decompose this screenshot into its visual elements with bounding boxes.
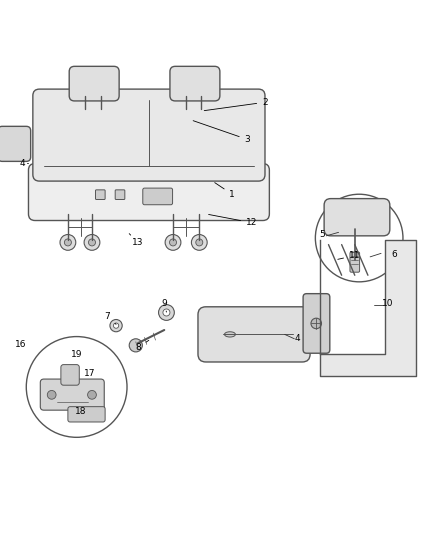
Circle shape — [64, 239, 71, 246]
Text: 7: 7 — [104, 312, 116, 324]
FancyBboxPatch shape — [170, 66, 220, 101]
Circle shape — [163, 309, 170, 316]
Circle shape — [88, 391, 96, 399]
Circle shape — [60, 235, 76, 251]
Text: 13: 13 — [129, 233, 144, 247]
Circle shape — [165, 235, 181, 251]
Text: 2: 2 — [204, 98, 268, 111]
Circle shape — [88, 239, 95, 246]
Circle shape — [191, 235, 207, 251]
Circle shape — [129, 339, 142, 352]
Text: 5: 5 — [319, 230, 325, 239]
Circle shape — [159, 304, 174, 320]
FancyBboxPatch shape — [115, 190, 125, 199]
Text: 4: 4 — [295, 334, 300, 343]
Text: 6: 6 — [391, 250, 397, 259]
Text: 3: 3 — [193, 120, 251, 144]
FancyBboxPatch shape — [0, 126, 31, 161]
Circle shape — [110, 319, 122, 332]
FancyBboxPatch shape — [350, 252, 360, 272]
Text: 16: 16 — [15, 340, 27, 349]
Text: 12: 12 — [208, 214, 258, 227]
Circle shape — [170, 239, 177, 246]
FancyBboxPatch shape — [40, 379, 104, 410]
Circle shape — [196, 239, 203, 246]
Text: 1: 1 — [215, 183, 235, 199]
FancyBboxPatch shape — [61, 365, 79, 385]
Circle shape — [26, 336, 127, 437]
FancyBboxPatch shape — [303, 294, 330, 353]
Text: 17: 17 — [84, 369, 95, 378]
FancyBboxPatch shape — [95, 190, 105, 199]
Text: 9: 9 — [161, 299, 167, 312]
Text: 8: 8 — [135, 340, 149, 352]
Circle shape — [47, 391, 56, 399]
Text: 11: 11 — [338, 251, 360, 260]
Text: 19: 19 — [71, 351, 82, 359]
Circle shape — [84, 235, 100, 251]
Text: 4: 4 — [19, 159, 28, 168]
FancyBboxPatch shape — [324, 199, 390, 236]
Polygon shape — [320, 240, 416, 376]
Circle shape — [315, 194, 403, 282]
FancyBboxPatch shape — [143, 188, 173, 205]
FancyBboxPatch shape — [33, 89, 265, 181]
Circle shape — [113, 323, 119, 328]
FancyBboxPatch shape — [68, 407, 105, 422]
Circle shape — [311, 318, 321, 329]
FancyBboxPatch shape — [28, 164, 269, 221]
Ellipse shape — [225, 332, 236, 337]
FancyBboxPatch shape — [198, 307, 310, 362]
Text: 18: 18 — [75, 407, 87, 416]
Text: 10: 10 — [382, 299, 393, 308]
FancyBboxPatch shape — [69, 66, 119, 101]
